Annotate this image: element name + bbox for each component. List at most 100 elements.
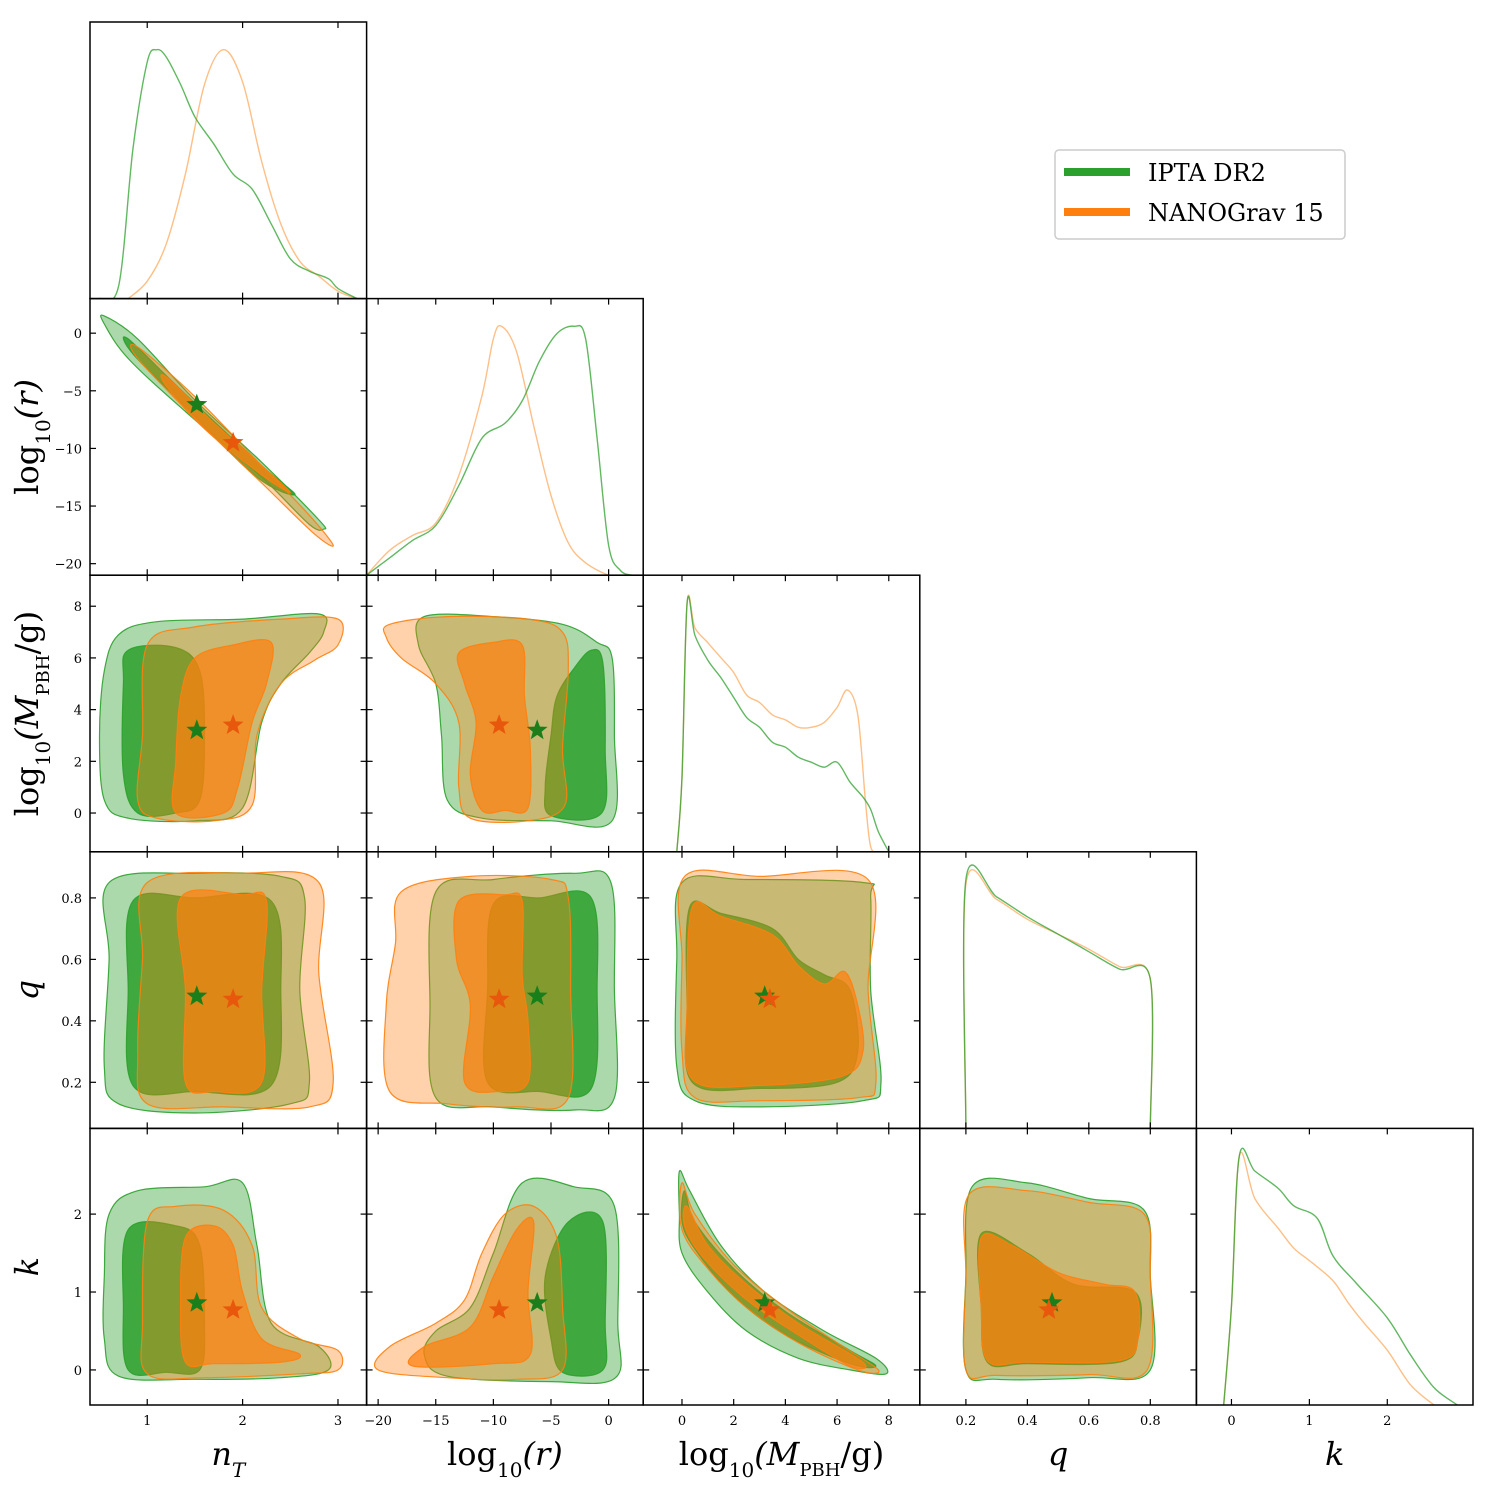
- panel-content: [1223, 1147, 1458, 1406]
- panel-3-0: 0.2 0.4 0.6 0.8: [61, 851, 368, 1130]
- marginal-nanograv-15: [1223, 1151, 1435, 1406]
- contour-nanograv-15-inner: [171, 639, 274, 819]
- panel-content: [962, 864, 1154, 1129]
- best-fit-star-nanograv-15: [222, 1298, 244, 1319]
- marginal-ipta-dr2: [962, 864, 1154, 1129]
- x-tick-label: 0.8: [1140, 1414, 1161, 1429]
- panel-content: [373, 1177, 622, 1385]
- y-tick-label: −10: [55, 442, 82, 457]
- x-axis-label-2: log10(MPBH/g): [679, 1435, 884, 1482]
- legend-label-nanograv: NANOGrav 15: [1148, 199, 1324, 227]
- y-axis-label-1: log10(r): [8, 379, 55, 495]
- best-fit-star-nanograv-15: [1038, 1298, 1060, 1319]
- x-tick-label: 8: [885, 1414, 893, 1429]
- contour-nanograv-15-outer: [678, 1182, 880, 1374]
- marginal-ipta-dr2: [99, 48, 358, 299]
- panel-4-2: 0 2 4 6 8: [642, 1127, 921, 1429]
- best-fit-star-nanograv-15: [222, 988, 244, 1009]
- marginal-nanograv-15: [676, 594, 879, 852]
- panel-4-1: −20 −15 −10 −5 0: [364, 1127, 644, 1429]
- contour-nanograv-15-inner: [453, 892, 531, 1093]
- panel-3-3: [919, 851, 1198, 1130]
- panel-4-0: 1 2 3 0 1 2: [74, 1127, 368, 1429]
- panel-1-1: [365, 297, 644, 576]
- x-tick-label: −20: [364, 1414, 391, 1429]
- best-fit-star-ipta-dr2: [186, 719, 208, 740]
- y-tick-label: 8: [74, 600, 82, 615]
- panel-content: [962, 1177, 1156, 1382]
- best-fit-star-nanograv-15: [488, 714, 510, 734]
- x-tick-label: 4: [781, 1414, 789, 1429]
- panel-frame: [642, 574, 921, 853]
- legend: IPTA DR2 NANOGrav 15: [1054, 149, 1346, 240]
- best-fit-star-nanograv-15: [759, 988, 781, 1009]
- panel-content: [366, 324, 632, 576]
- y-tick-label: 1: [74, 1286, 82, 1301]
- panel-4-3: 0.2 0.4 0.6 0.8: [919, 1127, 1198, 1429]
- panel-frame: [1195, 1127, 1474, 1406]
- panel-frame: [365, 297, 644, 576]
- panel-content: [676, 594, 890, 852]
- axis-labels-layer: nT log10(r) log10(MPBH/g) q k log10(r) log10(M…: [8, 379, 1344, 1482]
- x-tick-label: 3: [334, 1414, 342, 1429]
- contour-nanograv-15-inner: [407, 1216, 535, 1368]
- best-fit-star-ipta-dr2: [1041, 1291, 1063, 1312]
- y-tick-label: 2: [74, 755, 82, 770]
- panel-1-0: −20 −15 −10 −5 0: [55, 297, 368, 576]
- contour-nanograv-15-inner: [456, 639, 532, 814]
- y-tick-label: 2: [74, 1208, 82, 1223]
- marginal-nanograv-15: [366, 325, 621, 576]
- y-axis-label-2: log10(MPBH/g): [8, 611, 55, 816]
- panel-content: [674, 869, 882, 1108]
- x-tick-label: 2: [1383, 1414, 1391, 1429]
- panel-4-4: 0 1 2: [1195, 1127, 1474, 1429]
- x-tick-label: 0.6: [1078, 1414, 1099, 1429]
- panel-2-0: 0 2 4 6 8: [74, 574, 368, 853]
- contour-nanograv-15-inner: [179, 1224, 302, 1368]
- best-fit-star-nanograv-15: [222, 431, 244, 452]
- contour-ipta-dr2-inner: [543, 648, 608, 821]
- y-tick-label: −15: [55, 500, 82, 515]
- y-axis-label-3: q: [8, 980, 46, 1000]
- best-fit-star-ipta-dr2: [186, 985, 208, 1006]
- marginal-ipta-dr2: [366, 324, 632, 576]
- y-tick-label: 0: [74, 327, 82, 342]
- best-fit-star-ipta-dr2: [186, 1291, 208, 1312]
- panel-content: [100, 314, 334, 547]
- y-tick-label: 0.8: [61, 892, 82, 907]
- panel-frame: [919, 851, 1198, 1130]
- panel-content: [99, 48, 358, 299]
- x-tick-label: 6: [833, 1414, 841, 1429]
- panel-2-1: [365, 574, 644, 853]
- y-tick-label: 6: [74, 652, 82, 667]
- y-axis-label-4: k: [8, 1257, 46, 1276]
- x-tick-label: 0.4: [1017, 1414, 1038, 1429]
- x-tick-label: 0: [678, 1414, 686, 1429]
- y-tick-label: 0.4: [61, 1015, 82, 1030]
- legend-label-ipta: IPTA DR2: [1148, 159, 1266, 187]
- panel-3-1: [365, 851, 644, 1130]
- contour-nanograv-15-inner: [160, 373, 291, 493]
- marginal-ipta-dr2: [1223, 1147, 1458, 1406]
- x-axis-label-0: nT: [211, 1435, 247, 1482]
- panel-3-2: [642, 851, 921, 1130]
- contour-ipta-dr2-outer: [677, 1169, 889, 1375]
- contour-ipta-dr2-inner: [680, 1190, 877, 1369]
- x-tick-label: 0: [604, 1414, 612, 1429]
- best-fit-star-ipta-dr2: [754, 1291, 776, 1312]
- best-fit-star-ipta-dr2: [526, 719, 548, 740]
- panel-2-2: [642, 574, 921, 853]
- contour-nanograv-15-inner: [176, 889, 268, 1094]
- y-tick-label: −5: [63, 385, 82, 400]
- panel-content: [102, 1178, 344, 1381]
- x-tick-label: 0.2: [956, 1414, 977, 1429]
- best-fit-star-nanograv-15: [759, 1298, 781, 1319]
- x-tick-label: 1: [1305, 1414, 1313, 1429]
- best-fit-star-nanograv-15: [488, 988, 510, 1009]
- panels-layer: −20 −15 −10 −5 0 0 2 4 6 8 0.2 0.4 0.6 0.8 1 2 3 0 1 2 −20 −1…: [55, 21, 1474, 1429]
- panel-0-0: [89, 21, 368, 300]
- x-tick-label: 2: [238, 1414, 246, 1429]
- panel-content: [382, 613, 619, 828]
- panel-content: [383, 870, 619, 1112]
